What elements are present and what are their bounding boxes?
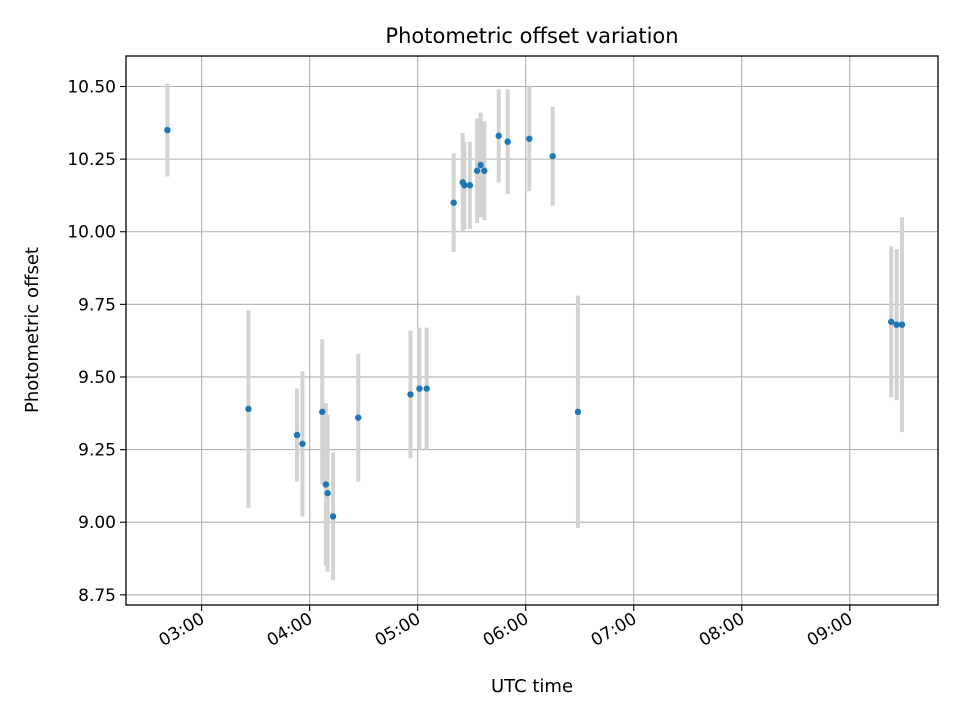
data-point [299, 440, 306, 447]
data-point [526, 135, 533, 142]
y-tick-label: 9.25 [78, 441, 116, 461]
y-tick-label: 10.25 [67, 150, 116, 170]
grid-lines [126, 56, 938, 605]
y-axis-ticks: 8.75 9.00 9.25 9.50 9.75 10.00 10.25 10.50 [67, 78, 126, 606]
data-point [574, 408, 582, 416]
data-point [893, 321, 900, 328]
y-tick-label: 9.75 [78, 295, 116, 315]
x-tick-label: 06:00 [480, 609, 532, 651]
x-tick-label: 05:00 [372, 609, 424, 651]
data-point [319, 408, 326, 416]
data-point [245, 405, 252, 413]
y-tick-label: 10.50 [67, 78, 116, 98]
data-point [423, 385, 430, 392]
error-bars [165, 83, 904, 581]
data-point [887, 318, 895, 325]
data-point [355, 414, 362, 421]
x-axis-ticks: 03:00 04:00 05:00 06:00 07:00 08:00 09:00 [156, 605, 856, 651]
data-point [407, 391, 414, 398]
data-point [450, 199, 457, 206]
plot-area-frame [125, 55, 939, 606]
data-point [481, 167, 488, 174]
chart-title: Photometric offset variation [385, 24, 678, 48]
x-tick-label: 07:00 [588, 609, 640, 651]
data-point [416, 385, 423, 392]
data-point [504, 138, 511, 145]
data-point [322, 481, 330, 488]
data-point [549, 153, 556, 160]
x-tick-label: 03:00 [156, 609, 208, 651]
data-point [466, 182, 474, 189]
x-tick-label: 08:00 [696, 609, 748, 651]
data-points [164, 126, 906, 520]
data-point [477, 161, 484, 169]
data-point [898, 321, 906, 328]
x-tick-label: 04:00 [264, 609, 316, 651]
data-point [495, 132, 502, 140]
data-point [329, 513, 337, 520]
data-point [324, 489, 331, 497]
y-tick-label: 9.50 [78, 368, 116, 388]
data-point [461, 182, 468, 189]
data-point [293, 431, 301, 439]
x-axis-label: UTC time [491, 676, 573, 697]
data-point [164, 126, 171, 134]
x-tick-label: 09:00 [804, 609, 856, 651]
y-axis-label: Photometric offset [22, 247, 43, 413]
y-tick-label: 10.00 [67, 223, 116, 243]
data-point [473, 167, 481, 174]
y-tick-label: 8.75 [78, 586, 116, 606]
y-tick-label: 9.00 [78, 513, 116, 533]
